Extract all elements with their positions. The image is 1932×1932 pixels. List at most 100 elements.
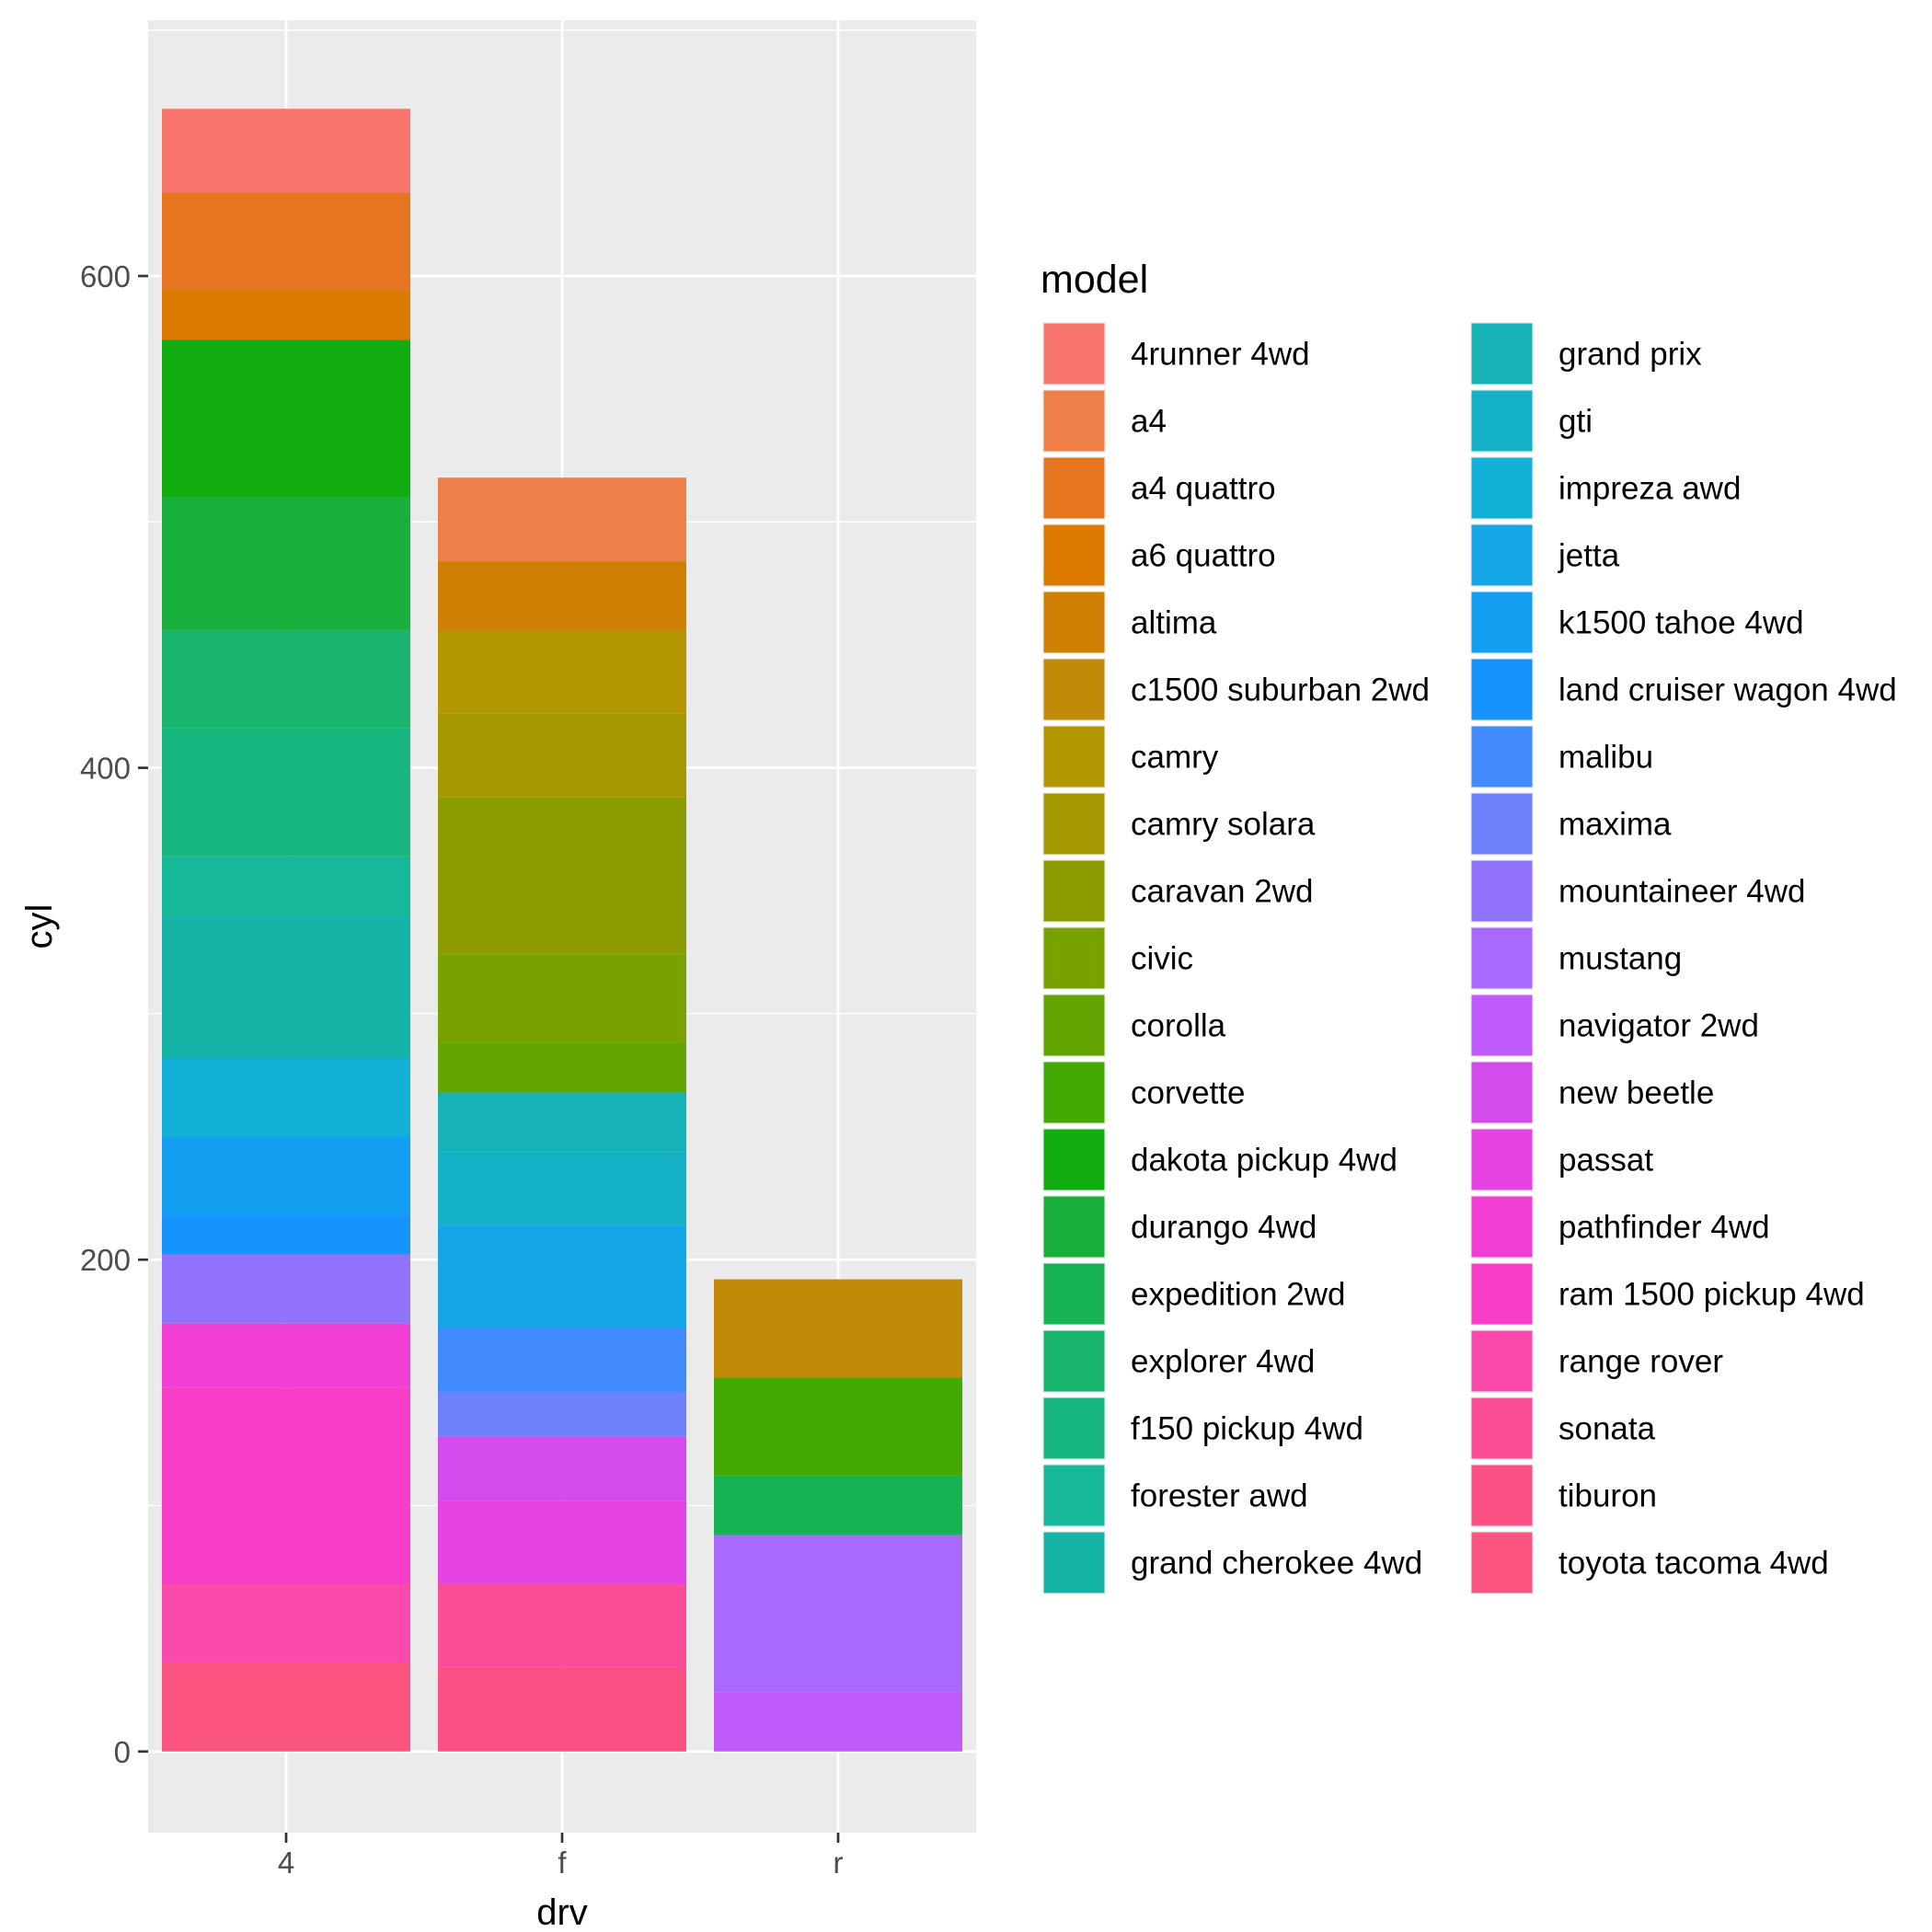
legend-label: navigator 2wd — [1558, 1008, 1759, 1044]
legend-label: k1500 tahoe 4wd — [1558, 605, 1804, 641]
legend-label: new beetle — [1558, 1075, 1714, 1111]
legend-label: a4 — [1131, 404, 1167, 440]
bar-segment — [162, 914, 410, 1059]
legend-swatch — [1471, 1397, 1533, 1459]
legend-swatch — [1043, 860, 1105, 922]
legend-swatch — [1471, 1330, 1533, 1392]
legend-label: jetta — [1558, 538, 1620, 574]
bar-segment — [162, 1584, 410, 1663]
legend-label: c1500 suburban 2wd — [1131, 673, 1430, 708]
legend-label: toyota tacoma 4wd — [1558, 1546, 1829, 1581]
bar-segment — [162, 497, 410, 630]
bar-segment — [162, 629, 410, 729]
bar-segment — [438, 1584, 686, 1668]
legend-swatch — [1471, 524, 1533, 586]
legend-swatch — [1043, 390, 1105, 452]
legend-swatch — [1043, 1062, 1105, 1123]
legend-label: altima — [1131, 605, 1217, 641]
legend-swatch — [1471, 659, 1533, 720]
bar-segment — [438, 1042, 686, 1093]
legend-swatch — [1471, 1532, 1533, 1593]
legend-swatch — [1471, 995, 1533, 1056]
legend-label: caravan 2wd — [1131, 874, 1313, 910]
bar-segment — [438, 1501, 686, 1585]
legend-label: passat — [1558, 1143, 1653, 1179]
bar-segment — [162, 728, 410, 857]
legend-label: gti — [1558, 404, 1593, 440]
bar-segment — [438, 1436, 686, 1501]
bars — [162, 109, 962, 1752]
bar-segment — [438, 1225, 686, 1329]
bar-segment — [162, 291, 410, 340]
legend-label: f150 pickup 4wd — [1131, 1411, 1363, 1447]
legend-label: civic — [1131, 941, 1193, 977]
legend-label: camry — [1131, 740, 1219, 776]
legend-title: model — [1041, 258, 1148, 302]
legend-label: tiburon — [1558, 1478, 1657, 1514]
bar-segment — [162, 339, 410, 498]
bar-segment — [162, 1662, 410, 1752]
bar-segment — [438, 797, 686, 955]
bar-segment — [162, 1058, 410, 1137]
bar-segment — [438, 1667, 686, 1752]
legend-label: pathfinder 4wd — [1558, 1210, 1770, 1246]
bar-segment — [438, 477, 686, 562]
legend-label: impreza awd — [1558, 471, 1741, 507]
legend-swatch — [1043, 1196, 1105, 1258]
legend-swatch — [1471, 457, 1533, 519]
legend-label: mountaineer 4wd — [1558, 874, 1806, 910]
bar-segment — [714, 1476, 962, 1535]
legend-swatch — [1043, 927, 1105, 989]
legend-swatch — [1043, 1129, 1105, 1190]
x-axis-title: drv — [536, 1892, 588, 1932]
bar-segment — [162, 856, 410, 915]
bar-segment — [438, 1328, 686, 1393]
legend-swatch — [1471, 1062, 1533, 1123]
bar-segment — [438, 1151, 686, 1225]
legend-swatch — [1043, 457, 1105, 519]
legend-swatch — [1043, 995, 1105, 1056]
legend-swatch — [1043, 793, 1105, 855]
bar-segment — [714, 1535, 962, 1693]
legend-swatch — [1471, 793, 1533, 855]
bar-segment — [162, 1323, 410, 1388]
bar-segment — [438, 629, 686, 714]
legend-swatch — [1471, 323, 1533, 385]
y-tick-label: 0 — [114, 1735, 131, 1769]
legend-label: 4runner 4wd — [1131, 337, 1310, 373]
legend-swatch — [1043, 1263, 1105, 1325]
legend-swatch — [1471, 1465, 1533, 1526]
legend-label: durango 4wd — [1131, 1210, 1317, 1246]
legend-label: explorer 4wd — [1131, 1344, 1315, 1380]
legend-swatch — [1043, 1532, 1105, 1593]
bar-segment — [438, 1092, 686, 1152]
x-tick-label: 4 — [278, 1846, 294, 1880]
bar-segment — [714, 1279, 962, 1378]
legend-label: corvette — [1131, 1075, 1246, 1111]
legend-label: grand cherokee 4wd — [1131, 1546, 1422, 1581]
y-tick-label: 600 — [80, 259, 131, 293]
y-axis: 0 200 400 600 — [80, 259, 148, 1769]
legend-swatch — [1043, 1397, 1105, 1459]
legend-swatch — [1043, 524, 1105, 586]
legend-label: maxima — [1558, 807, 1672, 843]
legend-label: a6 quattro — [1131, 538, 1276, 574]
legend-label: grand prix — [1558, 337, 1702, 373]
x-axis: 4 f r — [278, 1833, 844, 1880]
legend-label: malibu — [1558, 740, 1653, 776]
legend-label: range rover — [1558, 1344, 1723, 1380]
bar-segment — [438, 713, 686, 798]
y-tick-label: 400 — [80, 752, 131, 786]
legend-label: expedition 2wd — [1131, 1277, 1346, 1313]
bar-segment — [162, 1254, 410, 1324]
bar-segment — [162, 1136, 410, 1216]
legend-swatch — [1471, 592, 1533, 653]
legend-label: forester awd — [1131, 1478, 1308, 1514]
legend-label: land cruiser wagon 4wd — [1558, 673, 1897, 708]
legend: model 4runner 4wd a4 a4 quattro a6 quattro a… — [1041, 258, 1897, 1594]
legend-label: mustang — [1558, 941, 1682, 977]
bar-segment — [162, 109, 410, 193]
legend-swatch — [1471, 726, 1533, 788]
legend-swatch — [1471, 1196, 1533, 1258]
